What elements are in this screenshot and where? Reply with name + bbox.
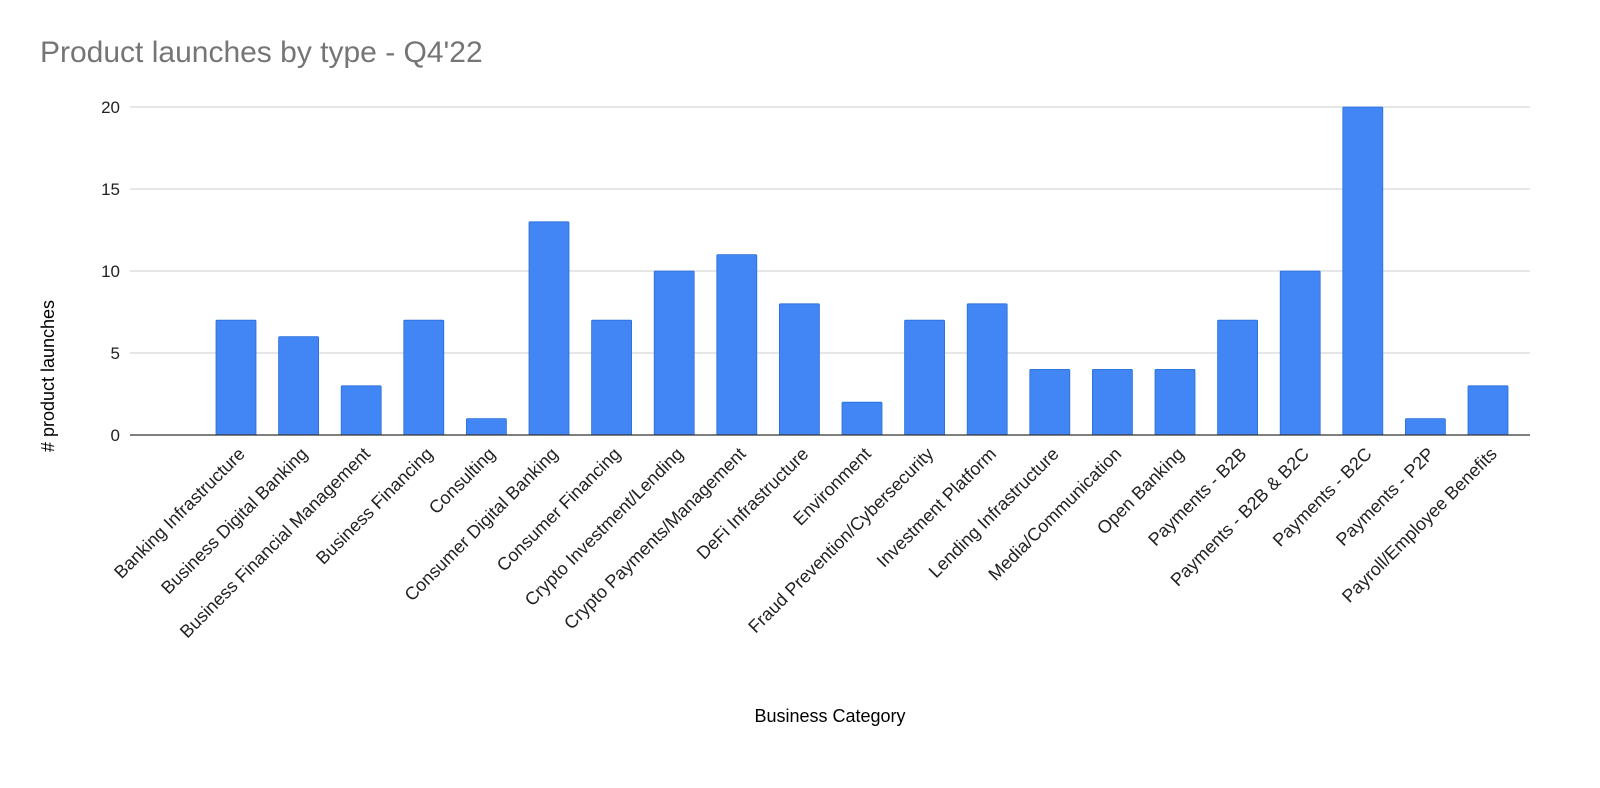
bar — [716, 254, 758, 436]
bar — [1279, 270, 1321, 436]
bar — [465, 418, 507, 436]
x-category-label: Business Financing — [312, 444, 437, 569]
bar — [1342, 106, 1384, 436]
bar — [1405, 418, 1446, 436]
bar — [528, 221, 570, 436]
bar — [1467, 385, 1509, 436]
y-tick-label: 10 — [101, 262, 120, 281]
bar — [591, 319, 632, 436]
bar — [403, 319, 445, 436]
x-category-label: DeFi Infrastructure — [693, 444, 813, 564]
bar — [1092, 368, 1133, 436]
bar — [215, 319, 257, 436]
bar — [653, 270, 695, 436]
y-axis-ticks: 0 5 10 15 20 — [101, 98, 120, 445]
y-tick-label: 0 — [111, 426, 120, 445]
bar — [841, 401, 883, 436]
y-axis-title: # product launches — [38, 300, 58, 452]
y-tick-label: 5 — [111, 344, 120, 363]
x-category-label: Consumer Financing — [493, 444, 625, 576]
chart-title: Product launches by type - Q4'22 — [40, 36, 483, 69]
bar — [1217, 319, 1258, 436]
bars — [215, 106, 1509, 436]
x-axis-title: Business Category — [754, 706, 905, 726]
bar — [779, 303, 820, 436]
y-tick-label: 15 — [101, 180, 120, 199]
y-tick-label: 20 — [101, 98, 120, 117]
x-category-label: Investment Platform — [873, 444, 1000, 571]
bar — [904, 319, 945, 436]
bar — [278, 336, 320, 436]
bar — [966, 303, 1008, 436]
bar — [340, 385, 382, 436]
bar — [1154, 368, 1196, 436]
bar — [1029, 368, 1071, 436]
